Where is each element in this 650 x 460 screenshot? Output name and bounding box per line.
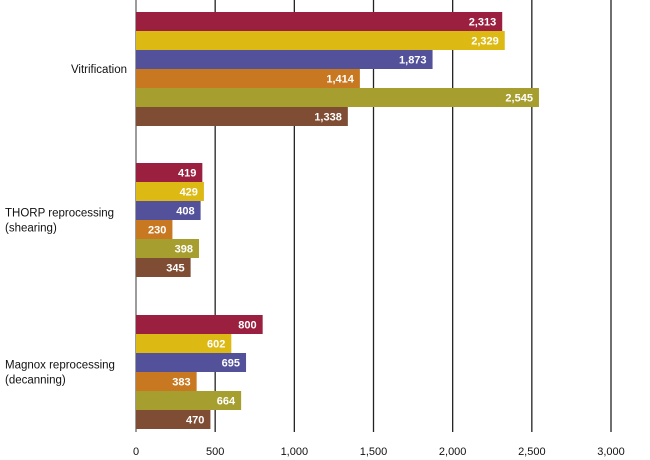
bar-series-4 xyxy=(136,220,173,239)
data-label: 2,545 xyxy=(505,93,533,105)
data-label: 695 xyxy=(222,358,240,370)
category-label: Magnox reprocessing xyxy=(5,360,115,372)
data-label: 602 xyxy=(207,339,225,351)
x-tick-label: 2,000 xyxy=(439,446,467,458)
bar-series-2 xyxy=(136,334,232,353)
data-label: 1,414 xyxy=(326,74,354,86)
data-label: 419 xyxy=(178,168,196,180)
data-label: 398 xyxy=(175,244,193,256)
x-tick-label: 0 xyxy=(133,446,139,458)
x-axis-ticks: 0 500 1,000 1,500 2,000 2,500 3,000 xyxy=(133,446,625,458)
bar-series-2 xyxy=(136,31,505,50)
x-tick-label: 3,000 xyxy=(597,446,625,458)
data-label: 230 xyxy=(148,225,166,237)
x-tick-label: 2,500 xyxy=(518,446,546,458)
data-label: 1,873 xyxy=(399,55,427,67)
bar-series-5 xyxy=(136,239,200,258)
x-tick-label: 1,500 xyxy=(360,446,388,458)
bar-series-3 xyxy=(136,50,433,69)
bar-series-1 xyxy=(136,315,263,334)
bar-series-3 xyxy=(136,353,247,372)
bar-series-4 xyxy=(136,69,360,88)
bar-series-1 xyxy=(136,163,203,182)
x-tick-label: 500 xyxy=(206,446,224,458)
data-label: 664 xyxy=(217,396,236,408)
bar-series-4 xyxy=(136,372,197,391)
bars: 2,313 2,329 1,873 1,414 2,545 1,338 419 429 408 2… xyxy=(136,12,539,429)
data-label: 2,329 xyxy=(471,36,499,48)
data-label: 2,313 xyxy=(469,17,497,29)
data-label: 408 xyxy=(176,206,194,218)
bar-series-5 xyxy=(136,88,539,107)
category-label: (shearing) xyxy=(5,223,57,235)
data-label: 383 xyxy=(172,377,190,389)
data-label: 345 xyxy=(166,263,184,275)
data-label: 429 xyxy=(180,187,198,199)
x-tick-label: 1,000 xyxy=(281,446,309,458)
bar-series-2 xyxy=(136,182,204,201)
bar-series-3 xyxy=(136,201,201,220)
category-label: (decanning) xyxy=(5,375,66,387)
category-label: Vitrification xyxy=(71,64,127,76)
category-label: THORP reprocessing xyxy=(5,208,114,220)
bar-series-6 xyxy=(136,107,348,126)
bar-series-6 xyxy=(136,258,191,277)
data-label: 800 xyxy=(238,320,256,332)
data-label: 470 xyxy=(186,415,204,427)
bar-series-1 xyxy=(136,12,503,31)
bar-series-6 xyxy=(136,410,211,429)
bar-series-5 xyxy=(136,391,242,410)
data-label: 1,338 xyxy=(314,112,342,124)
category-labels: Vitrification THORP reprocessing (shearing… xyxy=(5,64,127,387)
